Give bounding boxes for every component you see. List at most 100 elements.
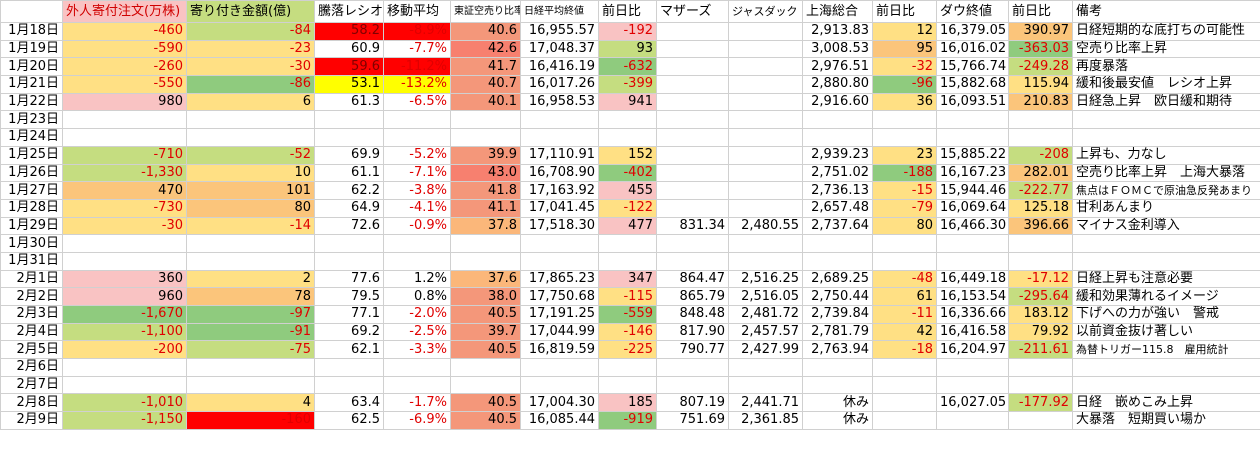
cell: 39.9 [450,145,521,165]
cell [186,358,315,377]
cell: 16,416.19 [520,57,599,77]
cell: 1月21日 [0,75,63,94]
cell: 17,163.92 [520,181,599,200]
cell [656,75,729,94]
row: 1月21日 -550 -86 53.1 -13.2% 40.7 16,017.26 -399 2… [0,75,1260,94]
cell: -3.3% [383,340,451,360]
cell [1008,411,1073,430]
cell: -30 [186,57,315,77]
cell: 941 [598,92,657,112]
cell: 前日比 [872,0,937,23]
cell: -559 [598,305,657,324]
cell [383,110,451,130]
cell [656,181,729,200]
cell [872,358,937,377]
cell [728,163,803,183]
cell [802,234,873,253]
cell [450,110,521,130]
cell: 2月7日 [0,375,63,395]
cell: -1.7% [383,393,451,413]
cell: -75 [186,340,315,360]
cell: 2,976.51 [802,57,873,77]
cell: -8.9% [383,22,451,41]
cell: 72.6 [314,216,384,236]
cell: -1,330 [62,163,187,183]
cell: -2.5% [383,322,451,342]
row: 1月18日 -460 -84 58.2 -8.9% 40.6 16,955.57 -192 2,… [0,22,1260,41]
cell [383,251,451,271]
cell: 69.2 [314,322,384,342]
cell: 下げへの力が強い 警戒 [1072,305,1260,324]
cell: 41.8 [450,181,521,200]
cell: 69.9 [314,145,384,165]
cell [656,375,729,395]
cell: -260 [62,57,187,77]
cell: 日経上昇も注意必要 [1072,269,1260,289]
cell [656,22,729,41]
cell [802,375,873,395]
cell: 93 [598,39,657,59]
cell: 864.47 [656,269,729,289]
cell [450,358,521,377]
cell: -17.12 [1008,269,1073,289]
cell: 390.97 [1008,22,1073,41]
cell: -6.9% [383,411,451,430]
cell: 2,913.83 [802,22,873,41]
cell: 16,449.18 [936,269,1009,289]
row: 2月8日 -1,010 4 63.4 -1.7% 40.5 17,004.30 185 807.… [0,393,1260,413]
cell: マイナス金利導入 [1072,216,1260,236]
cell [186,110,315,130]
row: 1月27日 470 101 62.2 -3.8% 41.8 17,163.92 455 2,73… [0,181,1260,200]
cell: 休み [802,393,873,413]
cell: -52 [186,145,315,165]
cell: 62.5 [314,411,384,430]
cell [598,251,657,271]
cell: 休み [802,411,873,430]
cell: -402 [598,163,657,183]
cell: 外人寄付注文(万株) [62,0,187,23]
cell: -86 [186,75,315,94]
cell: 1月28日 [0,198,63,218]
cell: -632 [598,57,657,77]
cell [62,375,187,395]
row: 2月2日 960 78 79.5 0.8% 38.0 17,750.68 -115 865.79… [0,287,1260,306]
cell: 751.69 [656,411,729,430]
cell: 63.4 [314,393,384,413]
cell: 40.7 [450,75,521,94]
cell: 1月30日 [0,234,63,253]
cell: -1,670 [62,305,187,324]
cell [872,128,937,147]
cell [936,411,1009,430]
cell: 16,017.26 [520,75,599,94]
cell: -177.92 [1008,393,1073,413]
cell: 6 [186,92,315,112]
cell: 2月5日 [0,340,63,360]
cell [62,251,187,271]
cell: 2,750.44 [802,287,873,306]
cell: 17,044.99 [520,322,599,342]
cell [728,181,803,200]
cell [728,234,803,253]
cell: 17,004.30 [520,393,599,413]
cell: 470 [62,181,187,200]
cell [802,358,873,377]
cell [383,375,451,395]
cell [598,128,657,147]
cell: -122 [598,198,657,218]
row: 2月4日 -1,100 -91 69.2 -2.5% 39.7 17,044.99 -146 8… [0,322,1260,342]
cell: 185 [598,393,657,413]
cell: 焦点はＦＯＭＣで原油急反発あまり [1072,181,1260,200]
cell: -18 [872,340,937,360]
header-row: 外人寄付注文(万株) 寄り付き金額(億) 騰落レシオ 移動平均 東証空売り比率 日経平均終… [0,0,1260,23]
cell: -146 [598,322,657,342]
cell: -2.0% [383,305,451,324]
cell: 16,069.64 [936,198,1009,218]
cell [656,198,729,218]
cell: 2,481.72 [728,305,803,324]
cell [936,128,1009,147]
cell [62,128,187,147]
cell: 40.6 [450,22,521,41]
cell: -590 [62,39,187,59]
cell: 36 [872,92,937,112]
